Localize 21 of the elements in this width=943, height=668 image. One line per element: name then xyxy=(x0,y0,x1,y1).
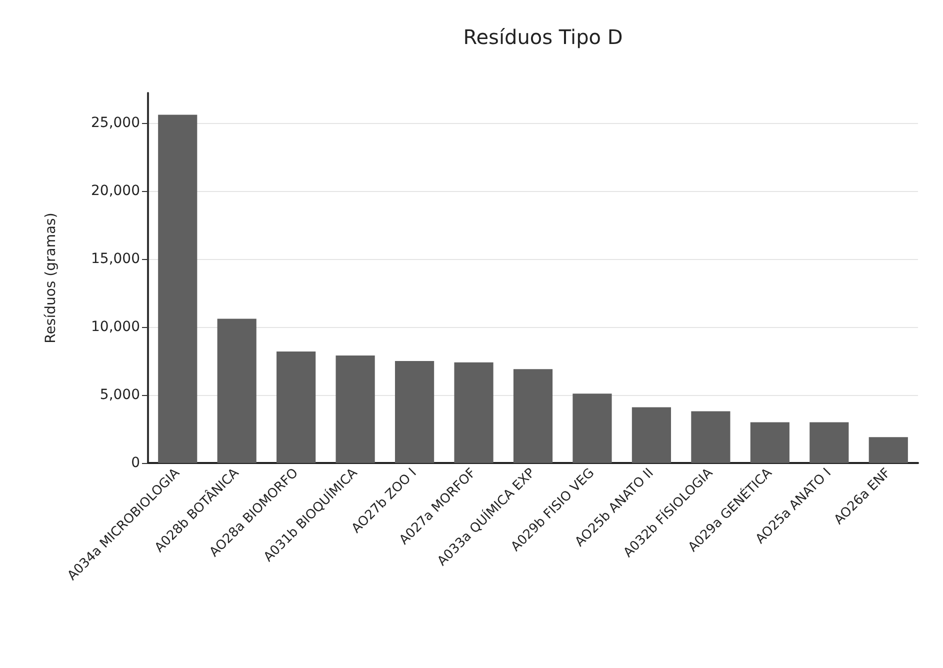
bar xyxy=(691,411,730,463)
bar xyxy=(276,351,316,463)
bar xyxy=(336,356,375,463)
y-tick-label: 25,000 xyxy=(91,114,140,131)
bar xyxy=(394,360,434,463)
y-tick-label: 0 xyxy=(131,455,140,471)
bar xyxy=(810,422,849,463)
y-tick-label: 10,000 xyxy=(91,318,140,335)
bar xyxy=(868,437,908,463)
bar xyxy=(454,362,494,463)
bar xyxy=(750,422,790,463)
bar xyxy=(632,407,672,463)
bar xyxy=(217,318,256,463)
bar xyxy=(158,114,198,463)
y-tick-label: 20,000 xyxy=(91,182,140,199)
y-tick-label: 5,000 xyxy=(100,386,140,403)
y-axis-title: Resíduos (gramas) xyxy=(43,212,59,344)
y-tick-label: 15,000 xyxy=(91,250,140,267)
bar xyxy=(513,369,553,463)
bar xyxy=(572,394,612,463)
chart-title: Resíduos Tipo D xyxy=(463,25,623,49)
